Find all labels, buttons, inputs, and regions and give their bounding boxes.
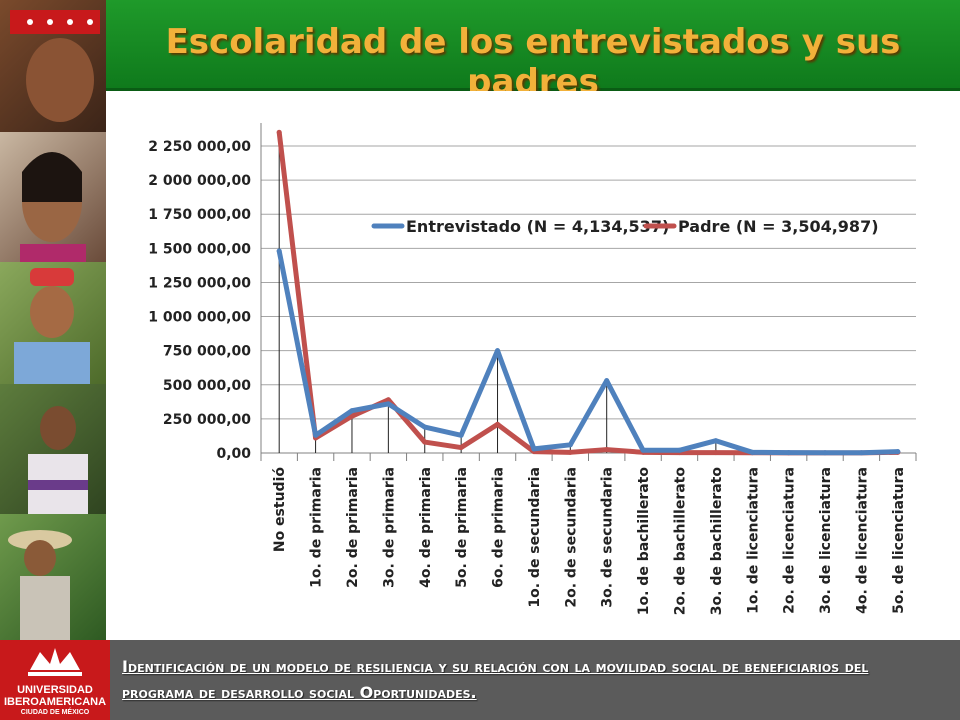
photo-strip — [0, 0, 106, 640]
portrait-2-art — [20, 152, 86, 262]
y-tick-label-0: 0,00 — [216, 446, 251, 462]
gridlines — [261, 145, 916, 454]
logo-text-line1: UNIVERSIDAD — [17, 684, 93, 696]
x-tick-label-11: 2o. de bachillerato — [672, 467, 688, 616]
data-point-s1-9 — [604, 447, 610, 453]
x-tick-label-8: 2o. de secundaria — [563, 467, 579, 608]
data-point-s1-6 — [495, 421, 501, 427]
portrait-photo-5 — [0, 514, 106, 640]
data-point-s1-0 — [276, 129, 282, 135]
x-tick-label-2: 2o. de primaria — [345, 467, 361, 588]
line-chart: 0,00 250 000,00 500 000,00 750 000,00 1 000 … — [148, 123, 917, 616]
x-tick-label-10: 1o. de bachillerato — [636, 467, 652, 616]
data-point-s0-0 — [276, 248, 282, 254]
logo-text-line2: IBEROAMERICANA — [3, 696, 107, 708]
header-band: Escolaridad de los entrevistados y sus p… — [106, 0, 960, 102]
logo-text-line3: CIUDAD DE MÉXICO — [20, 709, 90, 716]
x-tick-label-6: 6o. de primaria — [491, 467, 507, 588]
footer-band: UNIVERSIDAD IBEROAMERICANA CIUDAD DE MÉX… — [0, 640, 960, 720]
data-point-s0-6 — [495, 348, 501, 354]
y-tick-label-3: 750 000,00 — [163, 344, 251, 360]
data-point-s1-8 — [567, 449, 573, 455]
portrait-photo-3 — [0, 262, 106, 384]
data-point-s0-10 — [640, 447, 646, 453]
x-tick-label-12: 3o. de bachillerato — [709, 467, 725, 616]
portrait-photo-4 — [0, 384, 106, 514]
y-tick-label-4: 1 000 000,00 — [148, 310, 251, 326]
page-title: Escolaridad de los entrevistados y sus p… — [165, 22, 901, 102]
portrait-3-art — [14, 268, 90, 384]
footer-caption: Identificación de un modelo de resilienc… — [122, 657, 869, 702]
series-lines — [276, 129, 901, 456]
x-tick-label-16: 4o. de licenciatura — [854, 467, 870, 614]
data-point-s0-11 — [676, 447, 682, 453]
data-point-s0-17 — [895, 449, 901, 455]
legend: Entrevistado (N = 4,134,537) Padre (N = 3… — [371, 217, 879, 236]
data-point-s0-15 — [822, 450, 828, 456]
data-point-s0-4 — [422, 424, 428, 430]
data-point-s0-5 — [458, 432, 464, 438]
y-tick-label-6: 1 500 000,00 — [148, 241, 251, 257]
y-tick-label-8: 2 000 000,00 — [148, 173, 251, 189]
data-point-s1-2 — [349, 413, 355, 419]
data-point-s1-5 — [458, 445, 464, 451]
x-tick-label-1: 1o. de primaria — [309, 467, 325, 588]
y-tick-label-5: 1 250 000,00 — [148, 275, 251, 291]
x-tick-label-17: 5o. de licenciatura — [891, 467, 907, 614]
x-tick-label-9: 3o. de secundaria — [600, 467, 616, 608]
data-point-s1-12 — [713, 450, 719, 456]
y-tick-label-7: 1 750 000,00 — [148, 207, 251, 223]
x-tick-label-0: No estudió — [272, 467, 288, 553]
x-tick-labels: No estudió 1o. de primaria 2o. de primaria… — [272, 467, 907, 616]
series-line-0 — [276, 248, 901, 456]
data-point-s0-8 — [567, 442, 573, 448]
x-tick-label-15: 3o. de licenciatura — [818, 467, 834, 614]
data-point-s0-1 — [313, 432, 319, 438]
data-point-s0-16 — [858, 450, 864, 456]
data-point-s0-9 — [604, 378, 610, 384]
y-tick-label-2: 500 000,00 — [163, 378, 251, 394]
logo-emblem-icon — [28, 648, 82, 676]
y-tick-label-1: 250 000,00 — [163, 412, 251, 428]
x-tick-label-4: 4o. de primaria — [418, 467, 434, 588]
data-point-s0-12 — [713, 438, 719, 444]
portrait-photo-2 — [0, 132, 106, 262]
portrait-1-art — [10, 10, 100, 122]
legend-label-1: Padre (N = 3,504,987) — [678, 217, 879, 236]
x-tick-label-3: 3o. de primaria — [381, 467, 397, 588]
portrait-photo-1 — [0, 0, 106, 132]
data-point-s1-4 — [422, 439, 428, 445]
y-tick-labels: 0,00 250 000,00 500 000,00 750 000,00 1 000 … — [148, 139, 251, 462]
portrait-4-art — [28, 406, 88, 514]
x-tick-label-13: 1o. de licenciatura — [745, 467, 761, 614]
legend-label-0: Entrevistado (N = 4,134,537) — [406, 217, 669, 236]
x-tick-label-14: 2o. de licenciatura — [782, 467, 798, 614]
data-point-s0-3 — [385, 401, 391, 407]
x-tick-label-5: 5o. de primaria — [454, 467, 470, 588]
data-point-s0-14 — [786, 450, 792, 456]
data-point-s0-7 — [531, 446, 537, 452]
university-logo: UNIVERSIDAD IBEROAMERICANA CIUDAD DE MÉX… — [0, 640, 110, 720]
portrait-5-art — [8, 530, 72, 640]
data-point-s0-13 — [749, 449, 755, 455]
data-point-s1-3 — [385, 397, 391, 403]
y-tick-label-9: 2 250 000,00 — [148, 139, 251, 155]
x-tick-label-7: 1o. de secundaria — [527, 467, 543, 608]
chart-area: 0,00 250 000,00 500 000,00 750 000,00 1 000 … — [106, 91, 960, 643]
data-point-s0-2 — [349, 408, 355, 414]
